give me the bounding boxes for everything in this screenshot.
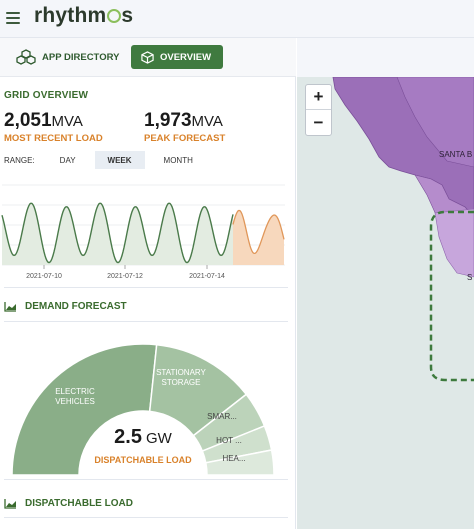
dispatchable-load-title: DISPATCHABLE LOAD <box>25 498 133 509</box>
overview-button[interactable]: OVERVIEW <box>131 45 223 69</box>
app-directory-label: APP DIRECTORY <box>42 51 120 63</box>
actual-load-line <box>1 202 234 264</box>
donut-segment-label: ELECTRIC VEHICLES <box>55 387 95 406</box>
peak-forecast-unit: MVA <box>191 113 223 130</box>
app-directory-button[interactable]: APP DIRECTORY <box>6 45 129 69</box>
map-canvas: SANTA B S <box>332 77 474 382</box>
demand-forecast-header: DEMAND FORECAST <box>4 301 127 312</box>
dispatchable-load-number: 2.5 <box>114 426 142 448</box>
left-panel: GRID OVERVIEW 2,051MVA MOST RECENT LOAD … <box>0 77 296 529</box>
load-line-chart[interactable]: 2021-07-10 2021-07-12 2021-07-14 <box>0 177 292 284</box>
map-header-strip <box>297 38 474 77</box>
range-day-button[interactable]: DAY <box>46 151 89 169</box>
zoom-in-button[interactable]: + <box>306 85 331 110</box>
recent-load-value: 2,051 <box>4 110 52 131</box>
demand-forecast-chart[interactable]: ELECTRIC VEHICLES STATIONARY STORAGE SMAR...… <box>0 337 292 475</box>
dispatchable-load-header: DISPATCHABLE LOAD <box>4 498 133 509</box>
logo-ring-icon <box>107 9 122 23</box>
x-tick-label: 2021-07-10 <box>26 273 62 280</box>
donut-segment-label: STATIONARY STORAGE <box>156 368 206 387</box>
app-directory-icon <box>16 49 36 65</box>
recent-load-unit: MVA <box>51 113 83 130</box>
dispatchable-load-caption: DISPATCHABLE LOAD <box>94 455 192 465</box>
range-month-button[interactable]: MONTH <box>150 151 206 169</box>
logo-suffix: s <box>121 4 134 27</box>
dispatchable-load-unit: GW <box>146 430 173 447</box>
recent-load-label: MOST RECENT LOAD <box>4 133 103 144</box>
top-bar: rhythm s <box>0 0 474 38</box>
map-view[interactable]: SANTA B S <box>297 77 474 529</box>
zoom-out-button[interactable]: − <box>313 112 324 132</box>
map-region-inner[interactable] <box>396 77 474 168</box>
map-place-label-2: S <box>467 273 472 282</box>
overview-label: OVERVIEW <box>160 51 212 63</box>
donut-segment[interactable] <box>11 343 158 475</box>
range-selector: RANGE: DAY WEEK MONTH <box>4 151 212 169</box>
peak-forecast-kpi: 1,973MVA PEAK FORECAST <box>144 110 225 144</box>
sub-navigation: APP DIRECTORY OVERVIEW <box>0 38 296 77</box>
x-tick-label: 2021-07-14 <box>189 273 225 280</box>
peak-forecast-value: 1,973 <box>144 110 192 131</box>
app-logo[interactable]: rhythm s <box>34 4 133 28</box>
area-chart-icon <box>4 302 16 312</box>
section-divider <box>4 479 288 480</box>
demand-forecast-title: DEMAND FORECAST <box>25 301 127 312</box>
cube-icon <box>141 50 154 64</box>
map-place-label: SANTA B <box>439 150 472 159</box>
dispatchable-load-value: 2.5 GW <box>114 426 172 448</box>
section-divider <box>4 287 288 288</box>
donut-segment[interactable] <box>204 449 275 475</box>
donut-segment-label: HOT ... <box>216 436 242 445</box>
peak-forecast-label: PEAK FORECAST <box>144 133 226 144</box>
range-week-button[interactable]: WEEK <box>94 151 145 169</box>
donut-segment-label: HEA... <box>222 454 245 463</box>
x-tick-label: 2021-07-12 <box>107 273 143 280</box>
donut-hole <box>80 412 206 475</box>
map-zoom-control: + − <box>305 84 332 136</box>
grid-overview-title: GRID OVERVIEW <box>4 90 89 101</box>
range-label: RANGE: <box>4 155 35 165</box>
donut-segment-label: SMAR... <box>207 412 237 421</box>
menu-icon[interactable] <box>6 12 20 24</box>
forecast-load-line <box>232 209 285 255</box>
recent-load-kpi: 2,051MVA MOST RECENT LOAD <box>4 110 103 144</box>
forecast-load-area <box>233 210 284 265</box>
section-divider <box>4 517 288 518</box>
section-divider <box>4 321 288 322</box>
actual-load-area <box>2 203 233 265</box>
area-chart-icon <box>4 499 16 509</box>
map-region-south[interactable] <box>434 208 474 278</box>
territory-boundary[interactable] <box>429 210 474 382</box>
logo-text: rhythm <box>34 4 107 27</box>
